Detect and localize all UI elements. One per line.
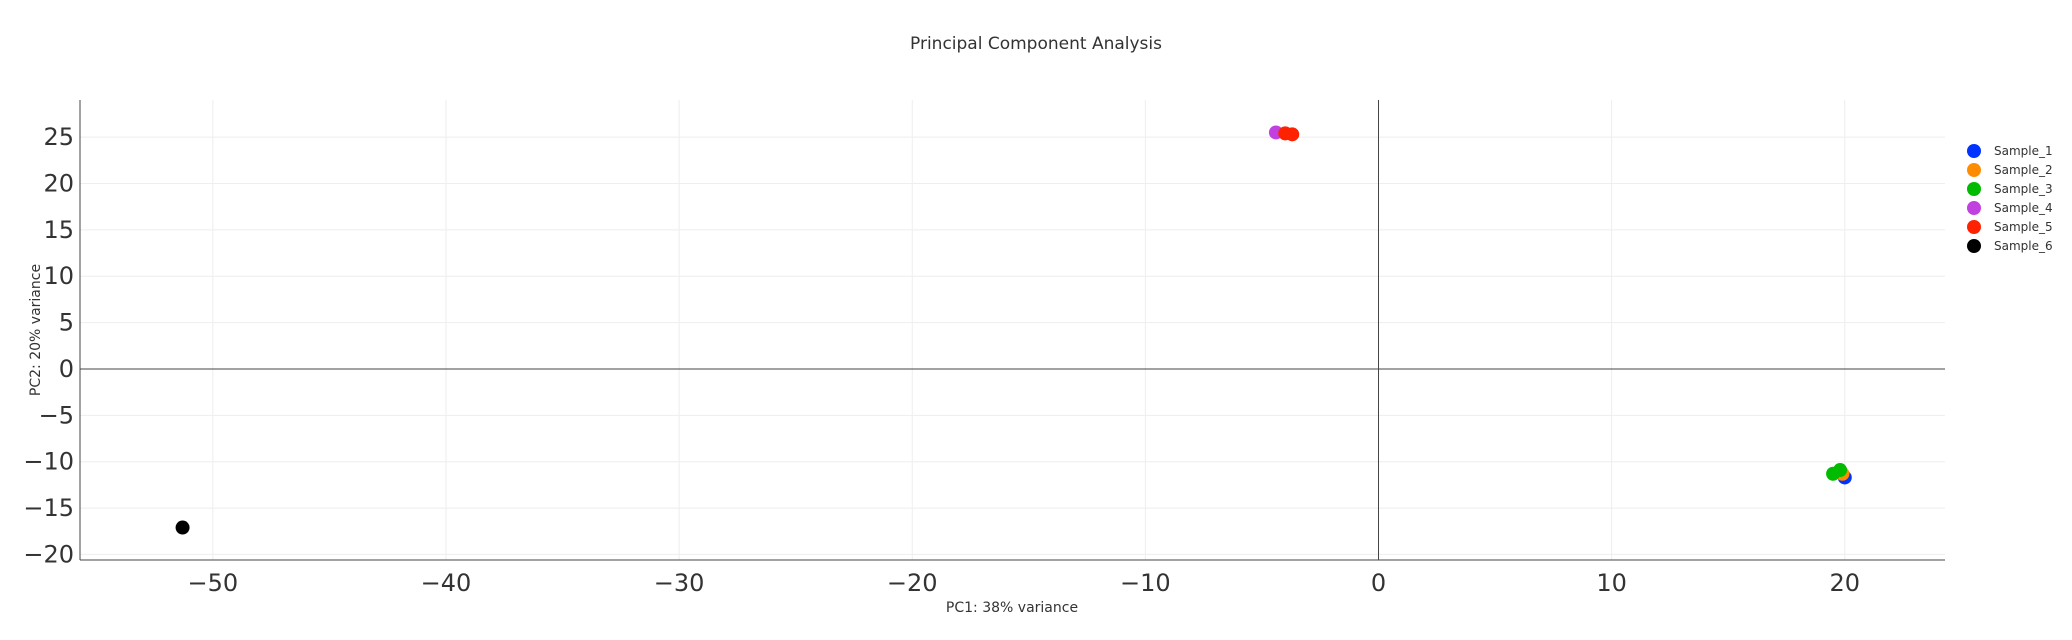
x-tick-label: −40: [421, 569, 472, 597]
grid-layer: [80, 100, 1945, 560]
legend[interactable]: Sample_1 Sample_2 Sample_3 Sample_4 Sample_5…: [1967, 144, 2053, 253]
x-tick-label: −20: [887, 569, 938, 597]
legend-marker: [1967, 163, 1981, 177]
x-tick-label: 10: [1596, 569, 1627, 597]
chart-title: Principal Component Analysis: [910, 34, 1162, 54]
y-axis-title: PC2: 20% variance: [28, 264, 44, 396]
legend-item[interactable]: Sample_5: [1967, 220, 2053, 234]
x-tick-label: −30: [654, 569, 705, 597]
legend-item[interactable]: Sample_6: [1967, 239, 2053, 253]
y-tick-label: −15: [23, 494, 74, 522]
y-tick-label: 20: [43, 169, 74, 197]
x-tick-label: −50: [188, 569, 239, 597]
legend-label: Sample_2: [1994, 163, 2053, 177]
legend-label: Sample_5: [1994, 220, 2053, 234]
tick-labels: −50 −40 −30 −20 −10 0 10 20−20−15−10−5051015202…: [23, 123, 1860, 597]
legend-label: Sample_3: [1994, 182, 2053, 196]
legend-item[interactable]: Sample_1: [1967, 144, 2053, 158]
y-tick-label: −10: [23, 448, 74, 476]
y-tick-label: 10: [43, 262, 74, 290]
x-axis-title: PC1: 38% variance: [946, 600, 1078, 616]
data-point-sample-6[interactable]: [175, 520, 190, 535]
y-tick-label: 15: [43, 216, 74, 244]
y-tick-label: 25: [43, 123, 74, 151]
y-tick-label: 0: [59, 355, 74, 383]
legend-marker: [1967, 201, 1981, 215]
zero-lines: [80, 100, 1945, 560]
y-tick-label: 5: [59, 309, 74, 337]
data-points: [175, 125, 1852, 535]
legend-marker: [1967, 239, 1981, 253]
legend-item[interactable]: Sample_4: [1967, 201, 2053, 215]
x-tick-label: −10: [1120, 569, 1171, 597]
x-tick-label: 0: [1371, 569, 1386, 597]
legend-label: Sample_1: [1994, 144, 2053, 158]
legend-marker: [1967, 182, 1981, 196]
axis-lines: [79, 100, 1945, 561]
legend-label: Sample_4: [1994, 201, 2053, 215]
legend-item[interactable]: Sample_3: [1967, 182, 2053, 196]
y-tick-label: −20: [23, 540, 74, 568]
x-tick-label: 20: [1829, 569, 1860, 597]
legend-marker: [1967, 220, 1981, 234]
data-point-sample-3[interactable]: [1833, 463, 1848, 478]
legend-marker: [1967, 144, 1981, 158]
legend-item[interactable]: Sample_2: [1967, 163, 2053, 177]
data-point-sample-5[interactable]: [1285, 127, 1300, 142]
legend-label: Sample_6: [1994, 239, 2053, 253]
y-tick-label: −5: [39, 401, 74, 429]
